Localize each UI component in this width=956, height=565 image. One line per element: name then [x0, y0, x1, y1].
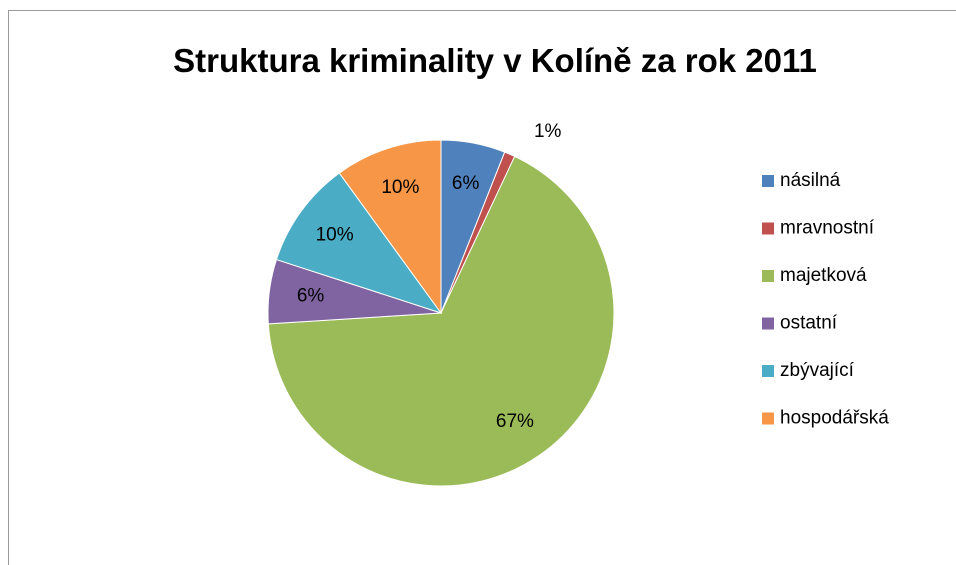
data-label: 6%	[297, 286, 325, 307]
data-label: 67%	[496, 411, 534, 432]
legend-label: mravnostní	[780, 218, 875, 239]
legend-swatch	[762, 270, 774, 282]
data-label: 1%	[534, 121, 562, 142]
legend-label: hospodářská	[780, 408, 889, 429]
legend-label: majetková	[780, 265, 867, 286]
pie-slice	[275, 172, 443, 314]
legend-swatch	[762, 412, 774, 425]
pie-slice	[338, 139, 442, 315]
legend-label: násilná	[780, 170, 841, 191]
legend-label: ostatní	[780, 313, 838, 334]
data-label: 6%	[452, 173, 480, 194]
legend-label: zbývající	[780, 360, 855, 381]
legend-swatch	[762, 175, 774, 187]
data-label: 10%	[381, 177, 419, 198]
chart-title: Struktura kriminality v Kolíně za rok 20…	[173, 42, 817, 79]
data-label: 10%	[316, 225, 354, 246]
legend-swatch	[762, 222, 774, 235]
legend-swatch	[762, 317, 774, 330]
pie-slice	[267, 155, 615, 487]
chart-border	[8, 10, 956, 565]
legend-swatch	[762, 365, 774, 377]
